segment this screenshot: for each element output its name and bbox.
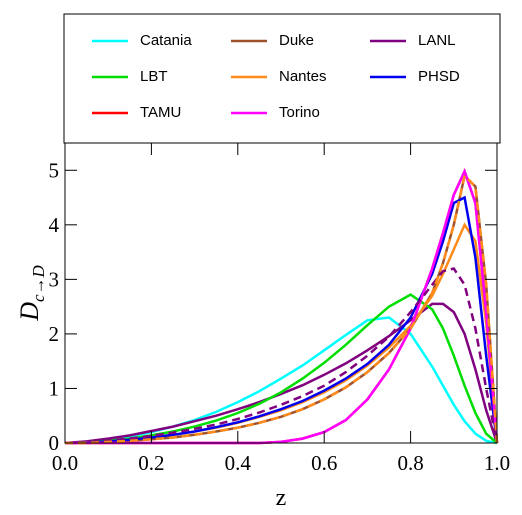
series-line: [64, 195, 499, 445]
y-tick-label: 2: [49, 322, 60, 346]
legend-label: LBT: [140, 68, 168, 85]
series-line: [65, 168, 499, 445]
x-tick-label: 0.2: [138, 451, 164, 475]
y-tick-label: 0: [49, 431, 60, 455]
legend-label: Torino: [279, 104, 320, 121]
series-line: [65, 168, 499, 445]
x-tick-label: 0.0: [52, 451, 78, 475]
y-tick-label: 4: [49, 213, 60, 237]
y-tick-label: 3: [49, 267, 60, 291]
series-line: [65, 173, 499, 445]
y-axis-label: Dc→D: [15, 264, 48, 321]
series-line: [64, 302, 499, 445]
x-tick-label: 0.4: [225, 451, 252, 475]
legend-label: Duke: [279, 32, 314, 49]
y-tick-label: 5: [49, 158, 60, 182]
x-tick-label: 0.8: [397, 451, 423, 475]
legend-label: LANL: [418, 32, 456, 49]
y-tick-label: 1: [49, 376, 60, 400]
plot-frame: [64, 142, 498, 444]
legend-label: PHSD: [418, 68, 460, 85]
series-line: [64, 267, 499, 445]
x-tick-label: 1.0: [484, 451, 510, 475]
y-axis-label-sub: c→D: [29, 264, 48, 302]
legend-label: Catania: [140, 32, 192, 49]
series-line: [64, 316, 498, 445]
legend-label: TAMU: [140, 104, 181, 121]
y-axis-label-main: D: [15, 302, 44, 322]
x-tick-label: 0.6: [311, 451, 337, 475]
legend-label: Nantes: [279, 68, 327, 85]
x-axis-label: z: [276, 485, 287, 511]
